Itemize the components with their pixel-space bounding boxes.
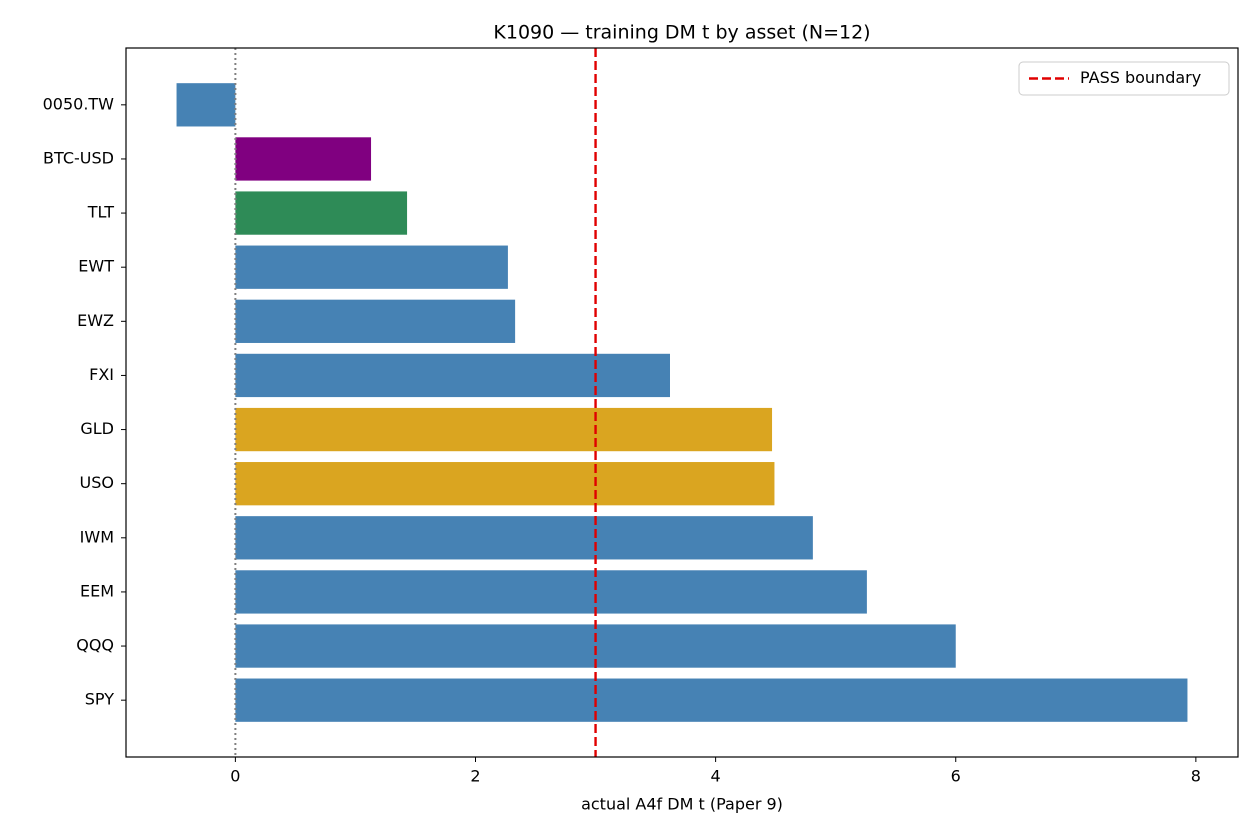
bar	[235, 678, 1188, 722]
y-tick-label: TLT	[87, 203, 114, 222]
bar	[235, 353, 670, 398]
y-tick-label: BTC-USD	[43, 148, 114, 167]
axes-frame	[125, 47, 1239, 758]
bar	[235, 137, 372, 181]
y-tick-label: 0050.TW	[43, 94, 115, 113]
chart-title: K1090 — training DM t by asset (N=12)	[493, 22, 870, 44]
bar	[235, 191, 408, 235]
y-tick-label: EWT	[78, 257, 114, 276]
bar	[235, 299, 516, 343]
x-tick-label: 4	[711, 767, 721, 786]
bar	[235, 245, 508, 289]
legend-box	[1018, 61, 1230, 96]
y-tick-label: IWM	[80, 527, 114, 546]
y-tick-label: QQQ	[76, 636, 114, 655]
bar	[235, 516, 813, 560]
x-axis-label: actual A4f DM t (Paper 9)	[581, 795, 783, 814]
y-tick-label: FXI	[89, 365, 114, 384]
y-tick-label: GLD	[80, 419, 114, 438]
x-tick-label: 6	[951, 767, 961, 786]
y-tick-label: EEM	[80, 581, 114, 600]
bar	[235, 570, 867, 614]
bar	[235, 407, 773, 452]
y-tick-label: SPY	[85, 690, 114, 709]
x-tick-label: 0	[230, 767, 240, 786]
bar	[235, 462, 775, 506]
x-tick-label: 8	[1191, 767, 1201, 786]
y-tick-label: USO	[80, 473, 114, 492]
y-tick-label: EWZ	[77, 311, 114, 330]
x-tick-label: 2	[470, 767, 480, 786]
bar	[176, 83, 236, 127]
legend-label: PASS boundary	[1080, 68, 1201, 87]
